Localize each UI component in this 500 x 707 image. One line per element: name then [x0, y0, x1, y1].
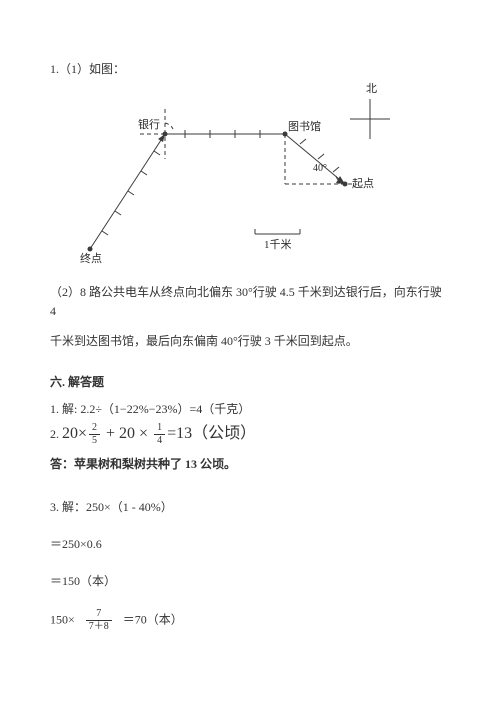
q2-f2n: 1 [154, 423, 165, 434]
q2-f1n: 2 [89, 423, 100, 434]
q3d-frac: 77＋8 [86, 609, 112, 632]
q2-num: 2. [50, 427, 59, 441]
label-scale: 1千米 [264, 237, 292, 255]
q2-eq: =13（公顷） [167, 425, 256, 442]
para-2: （2）8 路公共电车从终点向北偏东 30°行驶 4.5 千米到达银行后，向东行驶… [50, 283, 450, 321]
q3-line-a: 3. 解：250×（1 - 40%） [50, 498, 450, 517]
q2-frac2: 14 [154, 423, 165, 446]
label-end: 终点 [80, 251, 102, 269]
label-angle: 40° [313, 161, 327, 177]
route-diagram: 银行 图书馆 起点 终点 40° 1千米 北 [60, 79, 410, 269]
q3-line-d: 150× 77＋8 ＝70（本） [50, 609, 450, 632]
q3d-post: ＝70（本） [123, 613, 183, 627]
label-bank: 银行 [138, 117, 160, 135]
label-start: 起点 [352, 176, 374, 194]
q3-line-c: ＝150（本） [50, 572, 450, 591]
q3-line-b: ＝250×0.6 [50, 535, 450, 554]
para-1: 1.（1）如图： [50, 60, 450, 79]
q2-plus: + 20 × [102, 425, 152, 442]
q2-line: 2. 20×25 + 20 × 14=13（公顷） [50, 421, 450, 447]
q1-line: 1. 解: 2.2÷（1−22%−23%）=4（千克） [50, 400, 450, 419]
q3d-fn: 7 [86, 609, 112, 620]
q3d-fd: 7＋8 [86, 620, 112, 632]
q2-math: 20×25 + 20 × 14=13（公顷） [62, 425, 256, 442]
label-north: 北 [366, 81, 377, 99]
q3d-pre: 150× [50, 613, 75, 627]
q2-answer: 答：苹果树和梨树共种了 13 公顷。 [50, 455, 450, 474]
section-6-title: 六. 解答题 [50, 373, 450, 392]
q2-a: 20× [62, 425, 87, 442]
q2-frac1: 25 [89, 423, 100, 446]
label-library: 图书馆 [288, 119, 321, 137]
q2-f2d: 4 [154, 434, 165, 446]
diagram-svg [60, 79, 410, 269]
q2-f1d: 5 [89, 434, 100, 446]
para-3: 千米到达图书馆，最后向东偏南 40°行驶 3 千米回到起点。 [50, 332, 450, 351]
